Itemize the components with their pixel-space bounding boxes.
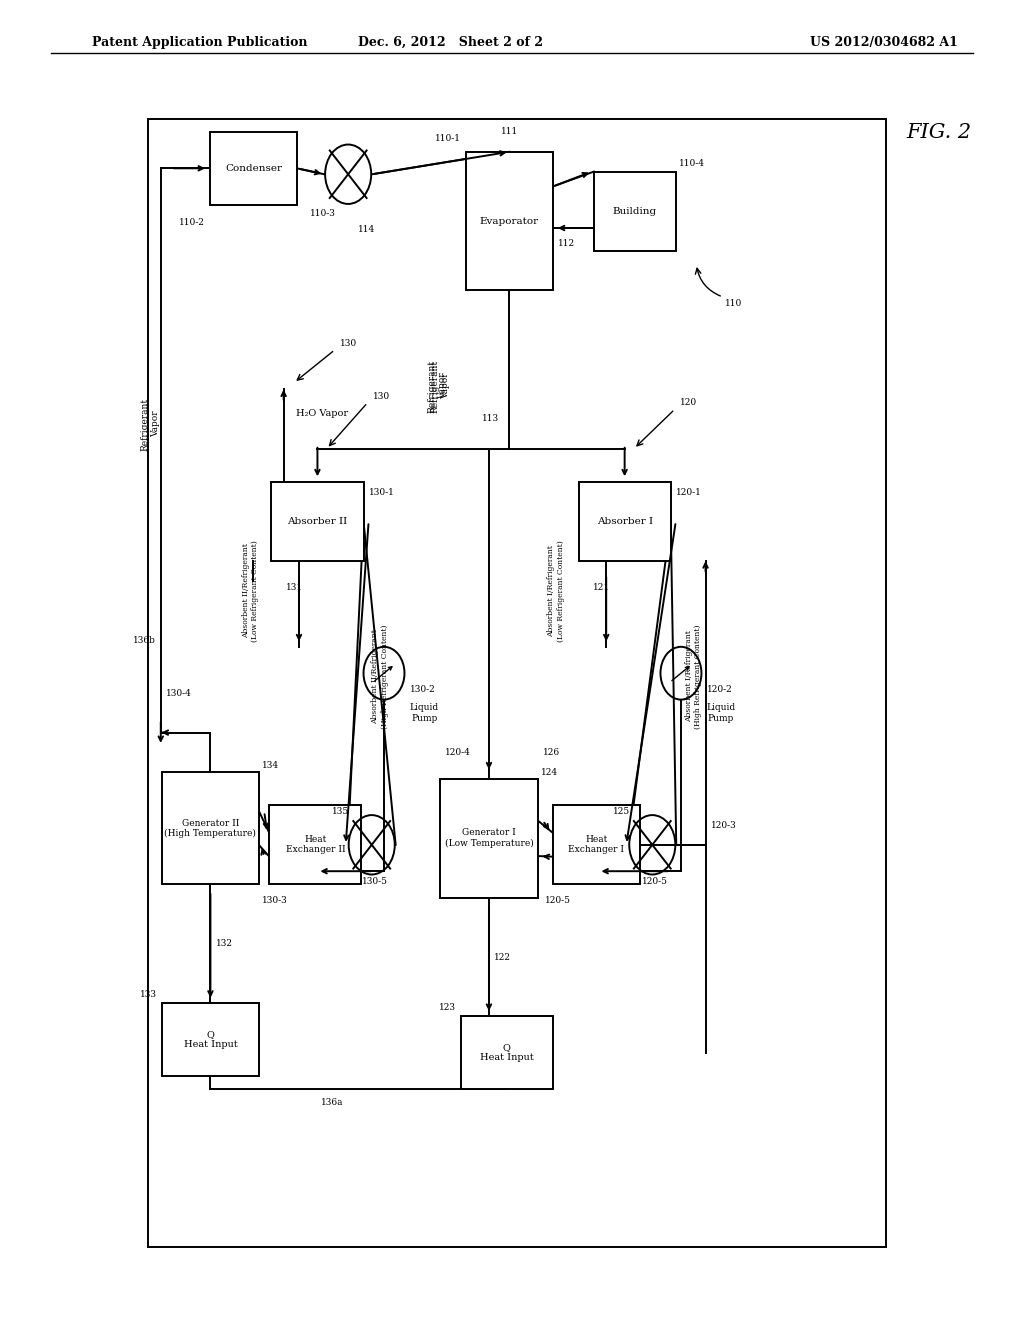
Text: 111: 111	[501, 127, 518, 136]
Text: 120-5: 120-5	[545, 896, 571, 904]
Text: 122: 122	[494, 953, 511, 961]
Text: 120-4: 120-4	[445, 748, 471, 756]
Text: 126: 126	[543, 748, 560, 756]
Bar	[440, 779, 538, 898]
Text: 135: 135	[333, 808, 349, 816]
Bar	[594, 172, 676, 251]
Text: 110-2: 110-2	[179, 218, 205, 227]
Text: Q
Heat Input: Q Heat Input	[480, 1043, 534, 1063]
Text: 134: 134	[262, 762, 280, 770]
Text: 120-1: 120-1	[676, 488, 701, 498]
Text: 130: 130	[340, 339, 357, 347]
Text: Dec. 6, 2012   Sheet 2 of 2: Dec. 6, 2012 Sheet 2 of 2	[358, 36, 543, 49]
Text: 112: 112	[558, 239, 575, 248]
Text: Refrigerant
Vapor: Refrigerant Vapor	[431, 359, 450, 413]
Text: 133: 133	[139, 990, 157, 999]
Text: 120: 120	[680, 399, 697, 407]
Text: 114: 114	[358, 226, 376, 234]
Text: 120-3: 120-3	[711, 821, 736, 829]
Text: FIG. 2: FIG. 2	[906, 123, 972, 141]
Text: Liquid
Pump: Liquid Pump	[410, 704, 438, 722]
Bar	[461, 1016, 553, 1089]
Text: Liquid
Pump: Liquid Pump	[707, 704, 735, 722]
Text: Refrigerant
Vapor: Refrigerant Vapor	[428, 359, 446, 413]
Bar	[271, 482, 364, 561]
Text: 130: 130	[373, 392, 390, 400]
Text: Condenser: Condenser	[225, 164, 282, 173]
Text: H₂O Vapor: H₂O Vapor	[296, 409, 348, 417]
Text: Evaporator: Evaporator	[480, 216, 539, 226]
Text: 132: 132	[216, 940, 232, 948]
Text: 110-3: 110-3	[309, 210, 336, 218]
Bar	[579, 482, 671, 561]
Bar	[269, 805, 361, 884]
Text: 130-2: 130-2	[410, 685, 435, 693]
Bar	[553, 805, 640, 884]
Text: 110: 110	[725, 300, 742, 308]
Text: Absorbent I/Refrigerant
(High Refrigerant Content): Absorbent I/Refrigerant (High Refrigeran…	[685, 624, 701, 729]
Text: Patent Application Publication: Patent Application Publication	[92, 36, 307, 49]
Text: Absorbent I/Refrigerant
(Low Refrigerant Content): Absorbent I/Refrigerant (Low Refrigerant…	[548, 540, 564, 642]
Bar	[162, 772, 259, 884]
Text: Generator II
(High Temperature): Generator II (High Temperature)	[165, 818, 256, 838]
Bar	[148, 119, 886, 1247]
Text: Absorber II: Absorber II	[288, 517, 347, 525]
Text: 131: 131	[286, 583, 303, 591]
Text: Heat
Exchanger II: Heat Exchanger II	[286, 836, 345, 854]
Text: Refrigerant
Vapor: Refrigerant Vapor	[141, 397, 160, 450]
Text: 130-3: 130-3	[261, 896, 288, 904]
Text: 123: 123	[438, 1003, 456, 1012]
Text: Generator I
(Low Temperature): Generator I (Low Temperature)	[444, 829, 534, 847]
Text: 130-4: 130-4	[166, 689, 191, 697]
Text: 110-4: 110-4	[679, 158, 705, 168]
Text: 130-1: 130-1	[369, 488, 394, 498]
Text: 110-1: 110-1	[435, 135, 461, 143]
Text: 120-5: 120-5	[642, 878, 669, 886]
Text: 130-5: 130-5	[361, 878, 388, 886]
Text: 125: 125	[613, 808, 630, 816]
Bar	[162, 1003, 259, 1076]
Text: 124: 124	[541, 768, 558, 776]
Text: 113: 113	[482, 414, 500, 422]
Text: Absorber I: Absorber I	[597, 517, 652, 525]
Text: Q
Heat Input: Q Heat Input	[183, 1030, 238, 1049]
Text: Heat
Exchanger I: Heat Exchanger I	[568, 836, 625, 854]
Text: US 2012/0304682 A1: US 2012/0304682 A1	[810, 36, 957, 49]
Bar	[210, 132, 297, 205]
Text: Absorbent II/Refrigerant
(High Refrigerant Content): Absorbent II/Refrigerant (High Refrigera…	[372, 624, 388, 729]
Text: Absorbent II/Refrigerant
(Low Refrigerant Content): Absorbent II/Refrigerant (Low Refrigeran…	[243, 540, 259, 642]
Text: Building: Building	[612, 207, 657, 215]
Bar	[466, 152, 553, 290]
Text: 136a: 136a	[321, 1098, 343, 1106]
Text: 121: 121	[593, 583, 610, 591]
Text: 136b: 136b	[133, 636, 156, 644]
Text: 120-2: 120-2	[707, 685, 732, 693]
